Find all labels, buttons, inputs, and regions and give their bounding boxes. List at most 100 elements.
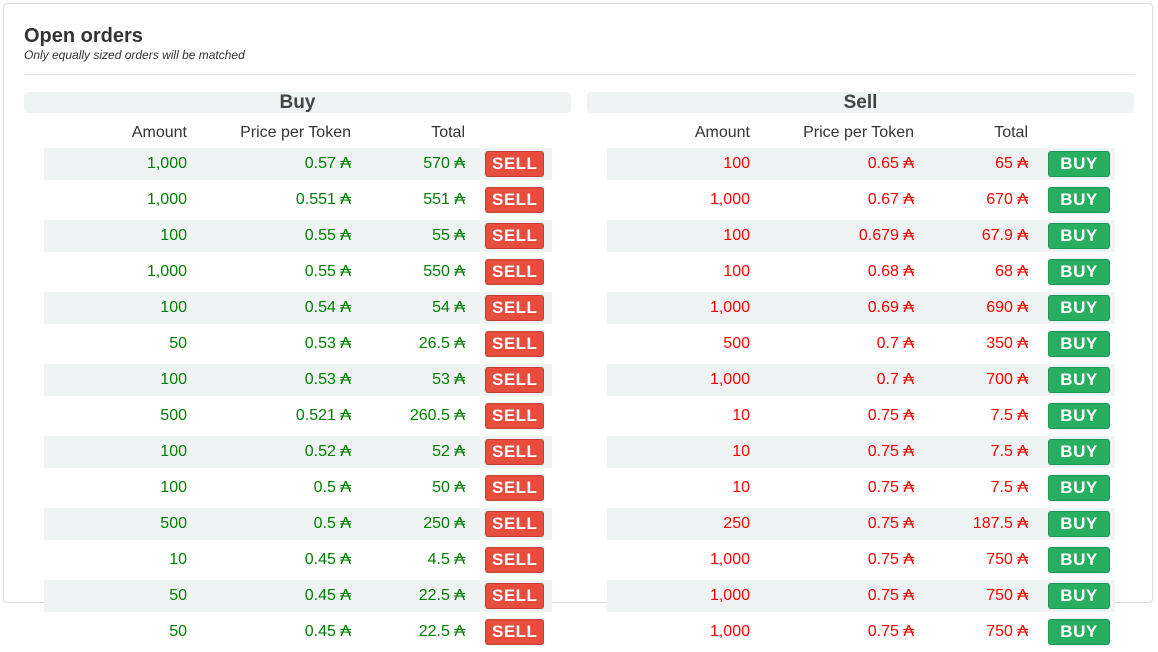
buy-panel-heading: Buy [24,92,571,113]
price-cell: 0.7 ₳ [750,364,914,396]
page-title: Open orders [24,25,143,47]
price-cell: 0.7 ₳ [750,328,914,360]
total-cell: 187.5 ₳ [914,508,1028,540]
amount-cell: 10 [607,400,750,432]
total-cell: 7.5 ₳ [914,436,1028,468]
action-cell: SELL [465,364,552,396]
total-cell: 7.5 ₳ [914,400,1028,432]
sell-panel-heading: Sell [587,92,1134,113]
action-cell: BUY [1028,400,1115,432]
table-row: 100 0.55 ₳ 55 ₳ SELL [44,220,552,252]
price-cell: 0.65 ₳ [750,148,914,180]
sell-button[interactable]: SELL [485,187,545,213]
action-cell: BUY [1028,256,1115,288]
sell-button[interactable]: SELL [485,439,545,465]
buy-button[interactable]: BUY [1048,439,1110,465]
amount-cell: 1,000 [44,148,187,180]
action-cell: SELL [465,616,552,648]
total-cell: 570 ₳ [351,148,465,180]
sell-button[interactable]: SELL [485,295,545,321]
buy-button[interactable]: BUY [1048,511,1110,537]
total-cell: 260.5 ₳ [351,400,465,432]
total-cell: 67.9 ₳ [914,220,1028,252]
total-cell: 54 ₳ [351,292,465,324]
total-cell: 7.5 ₳ [914,472,1028,504]
amount-cell: 10 [607,472,750,504]
buy-button[interactable]: BUY [1048,619,1110,645]
price-cell: 0.57 ₳ [187,148,351,180]
action-cell: SELL [465,436,552,468]
amount-cell: 1,000 [607,544,750,576]
buy-button[interactable]: BUY [1048,475,1110,501]
price-cell: 0.75 ₳ [750,544,914,576]
buy-button[interactable]: BUY [1048,223,1110,249]
price-cell: 0.45 ₳ [187,544,351,576]
price-cell: 0.55 ₳ [187,256,351,288]
sell-button[interactable]: SELL [485,511,545,537]
total-cell: 52 ₳ [351,436,465,468]
buy-button[interactable]: BUY [1048,547,1110,573]
sell-button[interactable]: SELL [485,223,545,249]
price-cell: 0.67 ₳ [750,184,914,216]
buy-orders-table: Amount Price per Token Total 1,000 0.57 ₳… [44,118,552,652]
sell-button[interactable]: SELL [485,547,545,573]
table-row: 250 0.75 ₳ 187.5 ₳ BUY [607,508,1115,540]
column-header-action [1028,122,1115,144]
amount-cell: 500 [44,400,187,432]
total-cell: 700 ₳ [914,364,1028,396]
table-row: 1,000 0.75 ₳ 750 ₳ BUY [607,544,1115,576]
action-cell: BUY [1028,328,1115,360]
buy-button[interactable]: BUY [1048,151,1110,177]
sell-button[interactable]: SELL [485,151,545,177]
action-cell: SELL [465,328,552,360]
action-cell: BUY [1028,508,1115,540]
price-cell: 0.5 ₳ [187,508,351,540]
buy-button[interactable]: BUY [1048,295,1110,321]
action-cell: SELL [465,400,552,432]
price-cell: 0.75 ₳ [750,580,914,612]
action-cell: BUY [1028,148,1115,180]
price-cell: 0.75 ₳ [750,436,914,468]
table-row: 1,000 0.57 ₳ 570 ₳ SELL [44,148,552,180]
table-row: 500 0.7 ₳ 350 ₳ BUY [607,328,1115,360]
table-row: 10 0.45 ₳ 4.5 ₳ SELL [44,544,552,576]
action-cell: SELL [465,472,552,504]
price-cell: 0.551 ₳ [187,184,351,216]
sell-button[interactable]: SELL [485,367,545,393]
sell-button[interactable]: SELL [485,619,545,645]
table-row: 1,000 0.551 ₳ 551 ₳ SELL [44,184,552,216]
action-cell: BUY [1028,184,1115,216]
buy-button[interactable]: BUY [1048,403,1110,429]
price-cell: 0.5 ₳ [187,472,351,504]
action-cell: SELL [465,508,552,540]
column-header-total: Total [431,124,465,141]
amount-cell: 1,000 [607,364,750,396]
sell-button[interactable]: SELL [485,259,545,285]
total-cell: 50 ₳ [351,472,465,504]
table-row: 500 0.5 ₳ 250 ₳ SELL [44,508,552,540]
buy-button[interactable]: BUY [1048,187,1110,213]
buy-button[interactable]: BUY [1048,583,1110,609]
action-cell: SELL [465,184,552,216]
price-cell: 0.55 ₳ [187,220,351,252]
sell-button[interactable]: SELL [485,403,545,429]
action-cell: SELL [465,580,552,612]
table-row: 100 0.679 ₳ 67.9 ₳ BUY [607,220,1115,252]
table-row: 1,000 0.69 ₳ 690 ₳ BUY [607,292,1115,324]
action-cell: BUY [1028,472,1115,504]
sell-button[interactable]: SELL [485,331,545,357]
buy-button[interactable]: BUY [1048,259,1110,285]
amount-cell: 100 [607,256,750,288]
action-cell: BUY [1028,364,1115,396]
sell-button[interactable]: SELL [485,583,545,609]
buy-button[interactable]: BUY [1048,367,1110,393]
sell-button[interactable]: SELL [485,475,545,501]
buy-panel: Buy Amount Price per Token Total 1,000 0.… [24,92,571,652]
table-row: 1,000 0.67 ₳ 670 ₳ BUY [607,184,1115,216]
amount-cell: 100 [44,220,187,252]
total-cell: 26.5 ₳ [351,328,465,360]
column-header-amount: Amount [131,124,187,141]
amount-cell: 100 [607,148,750,180]
sell-panel: Sell Amount Price per Token Total 100 0.6… [587,92,1134,652]
buy-button[interactable]: BUY [1048,331,1110,357]
